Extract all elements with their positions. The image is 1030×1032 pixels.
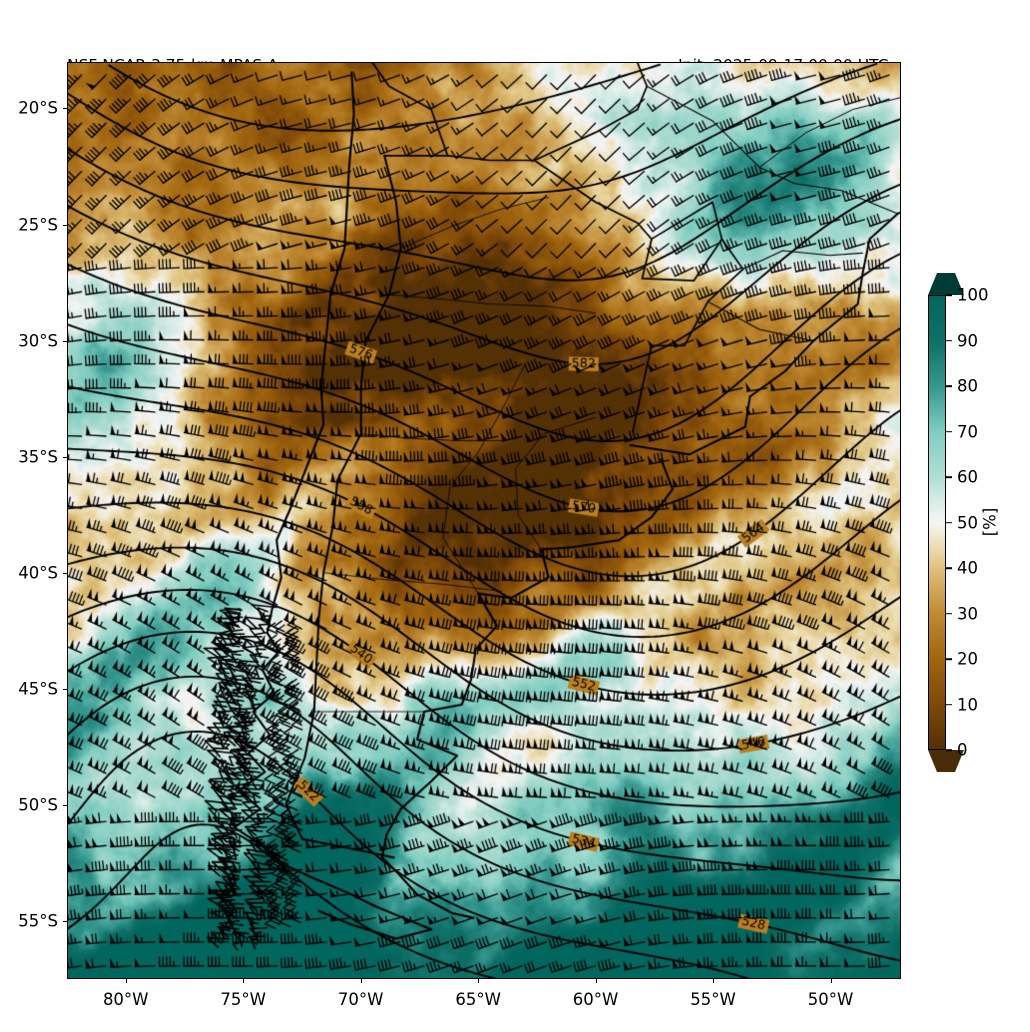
x-axis-tick-label: 50°W — [807, 990, 854, 1009]
x-axis-tick-label: 75°W — [220, 990, 266, 1009]
colorbar-tick-mark — [946, 430, 952, 433]
y-axis-tick-label: 30°S — [18, 331, 58, 351]
colorbar-tick-mark — [946, 658, 952, 660]
y-tick-mark — [63, 688, 67, 690]
x-tick-mark — [243, 979, 245, 983]
colorbar-tick-mark — [946, 294, 952, 296]
colorbar-tick-label: 90 — [957, 331, 978, 350]
colorbar-tick-label: 50 — [957, 513, 978, 532]
colorbar-tick-mark — [946, 749, 952, 751]
colorbar-gradient — [928, 295, 946, 750]
y-tick-mark — [63, 920, 67, 922]
x-axis-tick-label: 70°W — [337, 990, 384, 1009]
colorbar-tick-label: 30 — [957, 604, 978, 623]
colorbar-tick-label: 0 — [957, 740, 968, 760]
x-tick-mark — [125, 979, 127, 983]
colorbar-tick-mark — [946, 339, 952, 342]
y-tick-mark — [63, 108, 67, 110]
colorbar-tick-mark — [946, 612, 952, 615]
colorbar-tick-mark — [946, 476, 952, 478]
y-axis-tick-label: 45°S — [18, 679, 58, 699]
x-axis-tick-label: 80°W — [102, 990, 149, 1009]
colorbar-tick-mark — [946, 385, 952, 387]
y-tick-mark — [63, 224, 67, 226]
colorbar-tick-mark — [946, 567, 952, 569]
colorbar-under-arrow — [928, 750, 964, 772]
colorbar-tick-label: 80 — [957, 376, 978, 396]
relative-humidity-field — [68, 63, 900, 978]
colorbar-tick-mark — [946, 703, 952, 706]
y-axis-tick-label: 40°S — [18, 563, 58, 583]
x-tick-mark — [713, 979, 715, 983]
x-axis-tick-label: 65°W — [455, 990, 501, 1009]
x-axis-tick-label: 55°W — [690, 990, 736, 1009]
y-tick-mark — [63, 456, 67, 458]
colorbar-unit-label: [%] — [980, 507, 1000, 537]
colorbar-tick-label: 20 — [957, 649, 978, 669]
y-axis-tick-label: 20°S — [18, 98, 58, 118]
y-axis-tick-label: 35°S — [18, 447, 58, 467]
colorbar-tick-label: 10 — [957, 695, 978, 714]
colorbar-tick-label: 70 — [957, 422, 978, 441]
y-axis-tick-label: 50°S — [18, 795, 58, 815]
x-tick-mark — [595, 979, 597, 983]
colorbar-tick-label: 40 — [957, 558, 978, 578]
y-axis-tick-label: 25°S — [18, 215, 58, 234]
x-axis-tick-label: 60°W — [572, 990, 619, 1009]
map-axes[interactable] — [67, 62, 901, 979]
x-tick-mark — [360, 979, 362, 983]
x-tick-mark — [830, 979, 832, 983]
y-tick-mark — [63, 572, 67, 574]
colorbar-tick-mark — [946, 521, 952, 524]
x-tick-mark — [478, 979, 480, 983]
colorbar-tick-label: 100 — [957, 285, 989, 305]
colorbar-tick-label: 60 — [957, 467, 978, 487]
y-tick-mark — [63, 340, 67, 342]
colorbar[interactable]: 100 90 80 70 60 50 40 30 20 10 0 — [928, 273, 989, 772]
y-axis-tick-label: 55°S — [18, 911, 58, 931]
colorbar-over-arrow — [928, 273, 964, 295]
y-tick-mark — [63, 804, 67, 806]
